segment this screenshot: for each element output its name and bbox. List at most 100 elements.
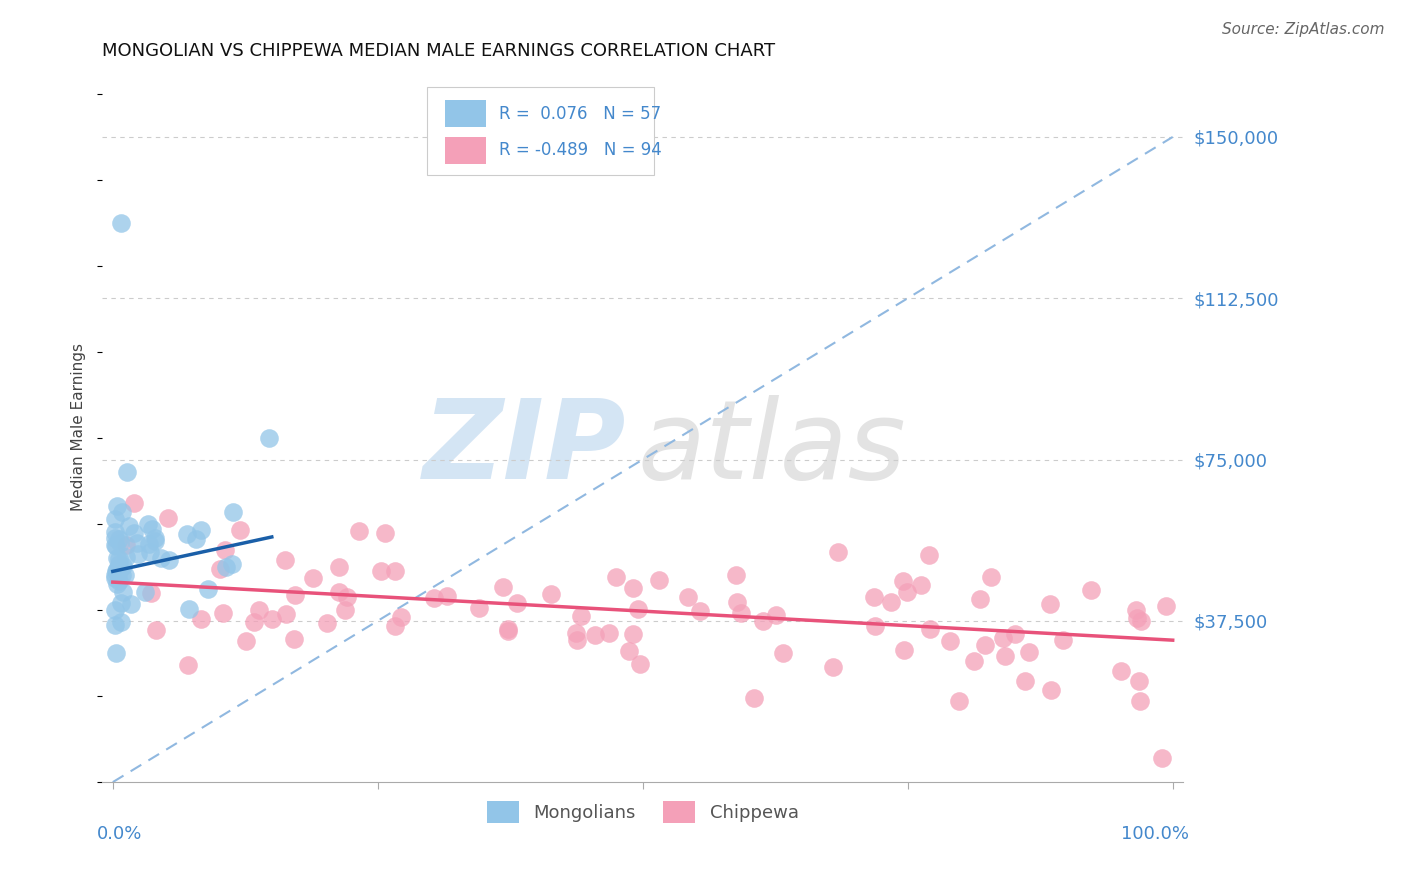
Point [423, 591, 446, 606]
Legend: Mongolians, Chippewa: Mongolians, Chippewa [479, 793, 806, 830]
Point [910, 578, 932, 592]
Point [107, 574, 129, 588]
Point [104, 532, 127, 546]
Point [114, 567, 136, 582]
Point [105, 646, 128, 660]
Point [105, 499, 128, 513]
Point [918, 548, 941, 562]
Point [565, 626, 588, 640]
Point [284, 588, 307, 602]
Point [211, 606, 233, 620]
Point [565, 633, 588, 648]
Point [540, 587, 562, 601]
Point [328, 585, 350, 599]
Point [262, 613, 284, 627]
Point [598, 626, 620, 640]
Bar [444, 137, 486, 164]
Point [725, 595, 748, 609]
Point [104, 602, 127, 616]
Point [108, 552, 131, 566]
Point [138, 544, 160, 558]
Point [980, 570, 1002, 584]
Point [247, 603, 270, 617]
Point [468, 600, 491, 615]
Point [569, 609, 592, 624]
Point [111, 559, 134, 574]
Point [159, 553, 181, 567]
Point [1152, 751, 1174, 765]
Point [107, 561, 129, 575]
Point [108, 532, 131, 546]
Point [893, 643, 915, 657]
Point [880, 595, 903, 609]
Point [939, 634, 962, 648]
Point [1129, 694, 1152, 708]
Point [157, 511, 180, 525]
Point [1039, 597, 1062, 611]
Point [257, 431, 280, 445]
Point [110, 596, 132, 610]
Point [143, 531, 166, 545]
Point [496, 624, 519, 639]
Text: R = -0.489   N = 94: R = -0.489 N = 94 [499, 142, 662, 160]
Point [190, 612, 212, 626]
Point [336, 591, 359, 605]
Point [384, 618, 406, 632]
Point [105, 565, 128, 579]
Point [138, 537, 160, 551]
Point [134, 584, 156, 599]
Point [1126, 611, 1149, 625]
Point [283, 632, 305, 647]
Point [752, 615, 775, 629]
Point [104, 567, 127, 582]
Point [689, 604, 711, 618]
Point [107, 557, 129, 571]
FancyBboxPatch shape [426, 87, 654, 176]
Point [498, 622, 520, 636]
Point [122, 495, 145, 509]
Point [143, 534, 166, 549]
Point [436, 590, 458, 604]
Point [179, 602, 201, 616]
Point [725, 567, 748, 582]
Point [104, 564, 127, 578]
Point [104, 512, 127, 526]
Bar [444, 100, 486, 127]
Y-axis label: Median Male Earnings: Median Male Earnings [72, 343, 86, 511]
Point [918, 622, 941, 636]
Point [827, 545, 849, 559]
Point [176, 527, 198, 541]
Point [110, 216, 132, 230]
Point [617, 644, 640, 658]
Point [1004, 627, 1026, 641]
Text: ZIP: ZIP [423, 395, 627, 502]
Point [197, 582, 219, 596]
Point [627, 601, 650, 615]
Point [335, 603, 357, 617]
Point [862, 591, 884, 605]
Point [107, 577, 129, 591]
Point [184, 532, 207, 546]
Point [863, 619, 886, 633]
Point [823, 659, 845, 673]
Point [1040, 683, 1063, 698]
Point [190, 523, 212, 537]
Point [374, 526, 396, 541]
Point [973, 638, 995, 652]
Point [127, 547, 149, 561]
Point [110, 615, 132, 630]
Point [276, 607, 298, 621]
Text: Source: ZipAtlas.com: Source: ZipAtlas.com [1222, 22, 1385, 37]
Point [948, 694, 970, 708]
Text: atlas: atlas [637, 395, 905, 502]
Point [141, 522, 163, 536]
Point [214, 543, 236, 558]
Point [235, 634, 257, 648]
Point [150, 550, 173, 565]
Point [730, 606, 752, 620]
Point [994, 648, 1017, 663]
Point [104, 571, 127, 585]
Point [104, 617, 127, 632]
Point [772, 646, 794, 660]
Point [370, 564, 392, 578]
